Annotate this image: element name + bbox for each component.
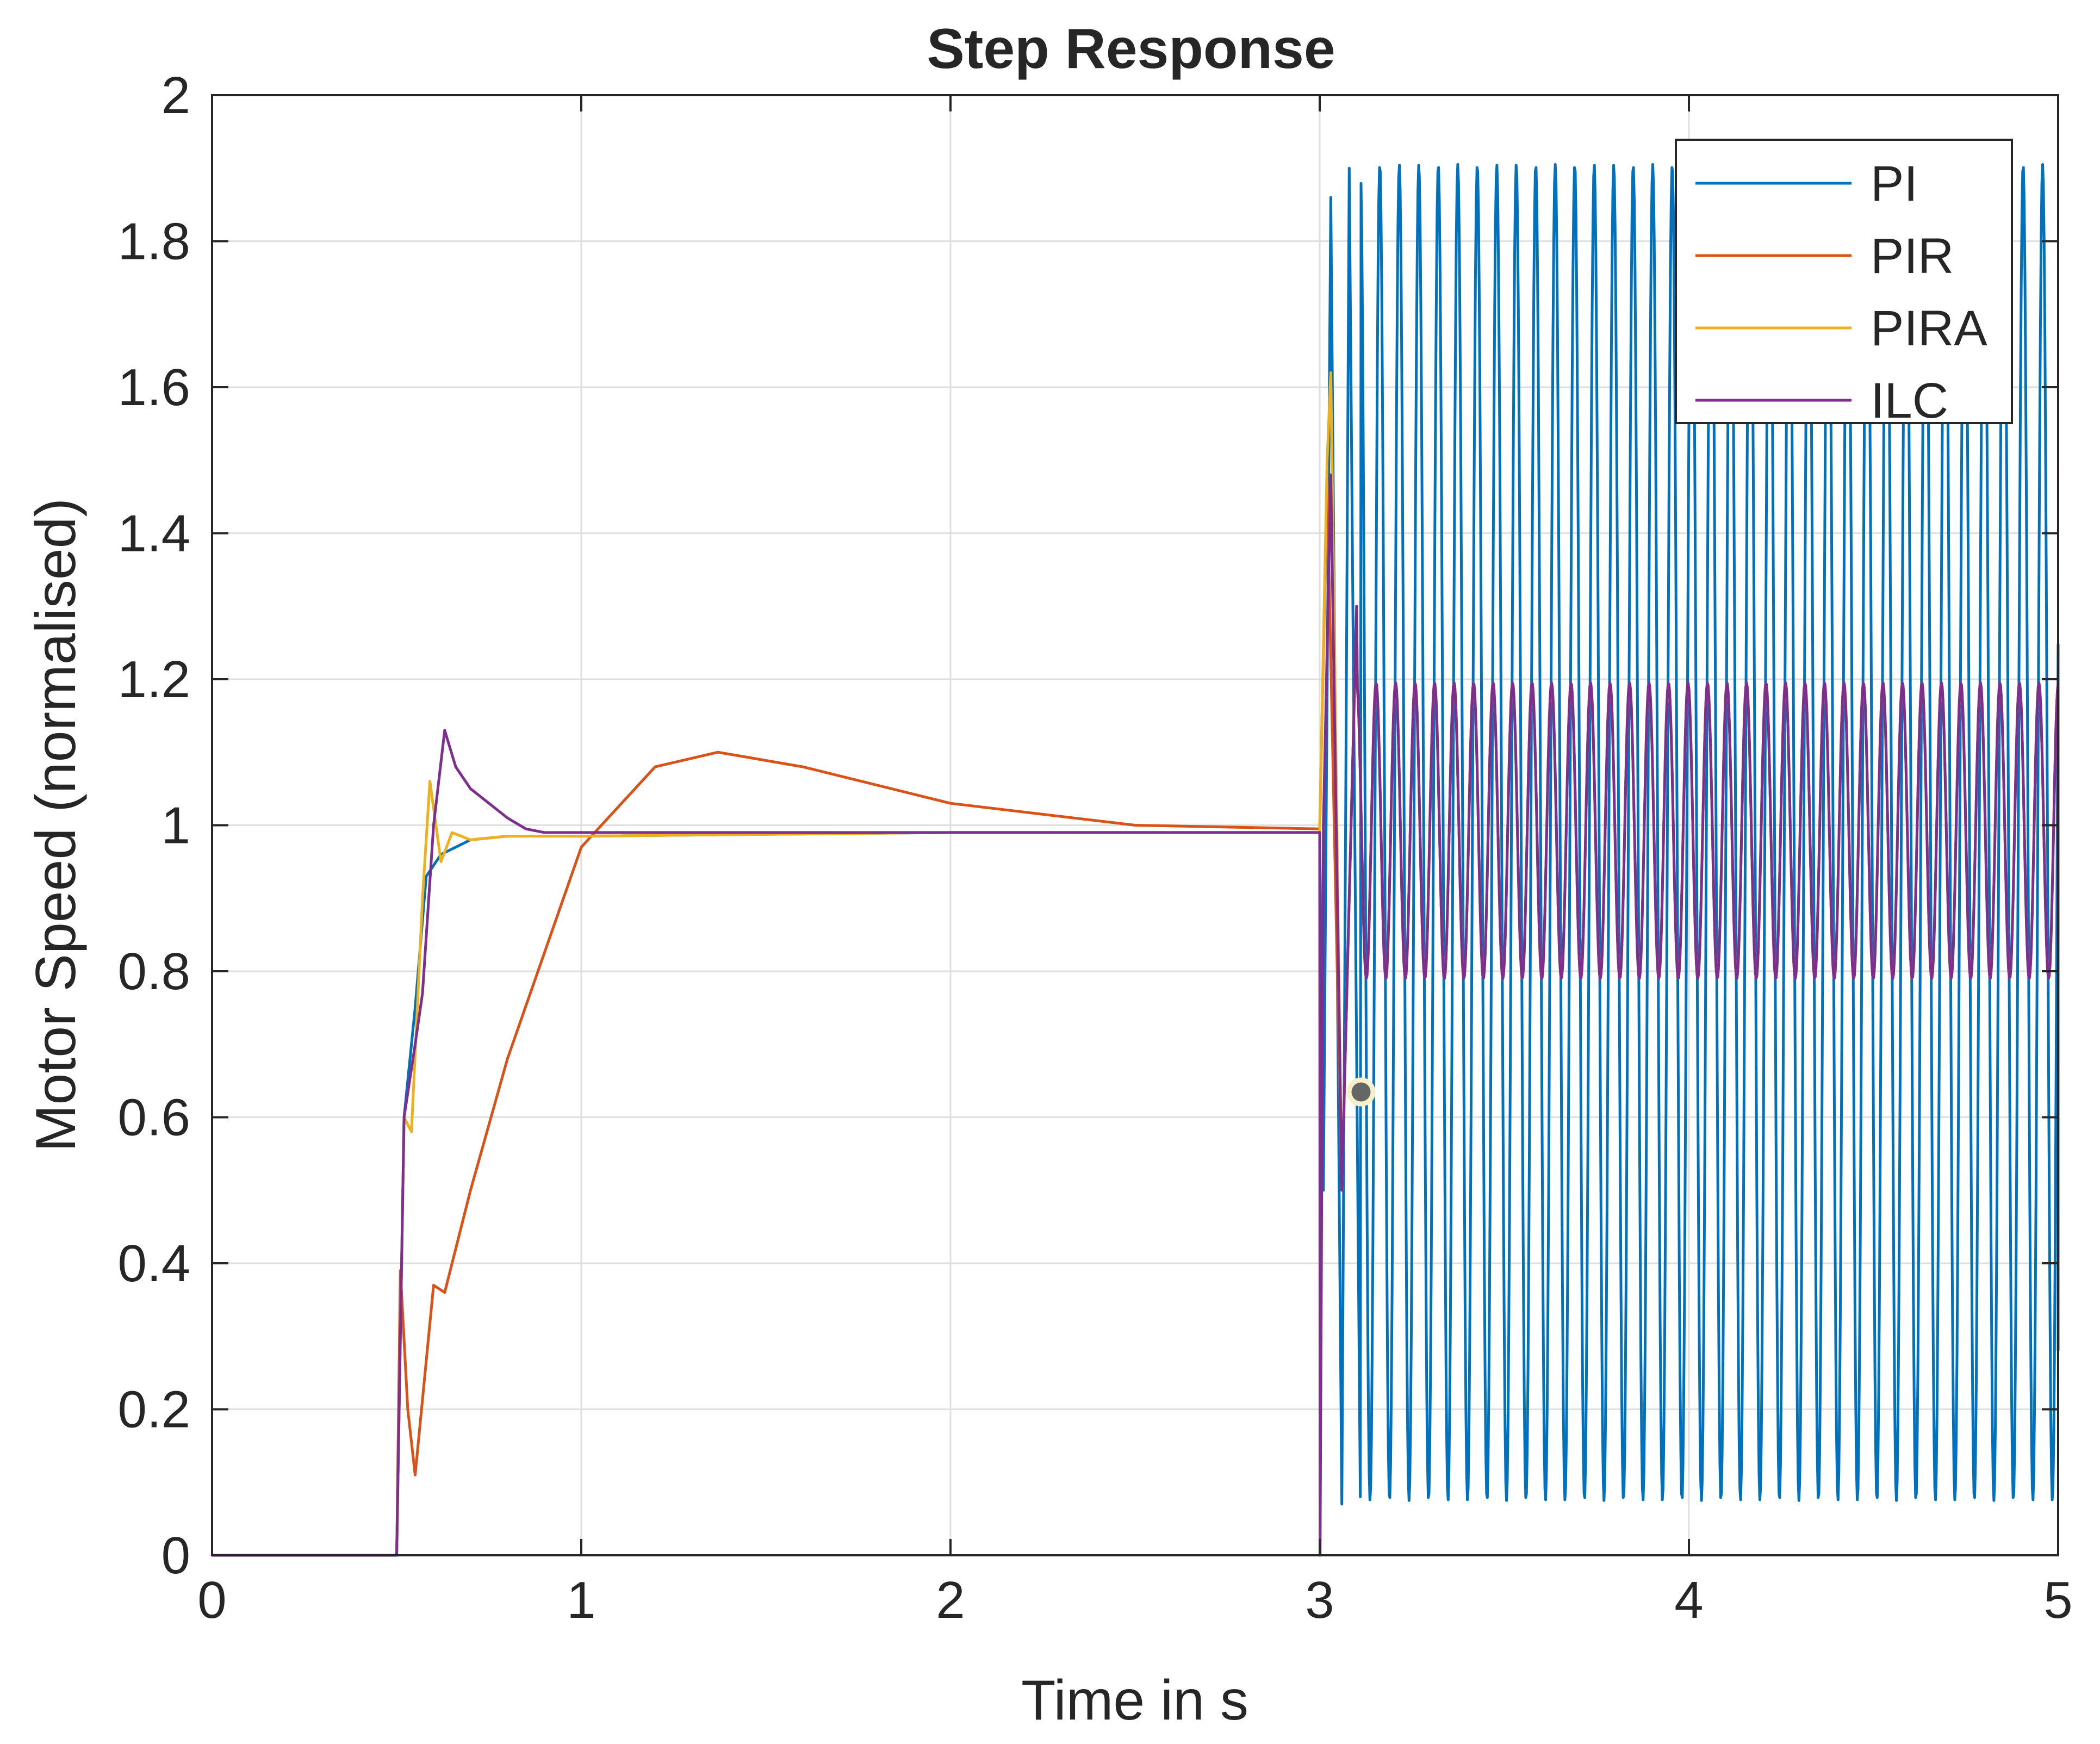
series-lines — [212, 163, 2060, 1557]
x-tick-label: 5 — [2043, 1571, 2072, 1629]
legend-box — [1675, 139, 2013, 424]
x-tick-label: 4 — [1674, 1571, 1703, 1629]
y-tick-label: 2 — [161, 66, 190, 125]
legend[interactable]: PI PIR PIRA ILC — [1675, 139, 2013, 429]
grid-lines — [212, 95, 2058, 1555]
series-line-pi — [212, 163, 2060, 1557]
y-tick-label: 0.6 — [118, 1089, 190, 1147]
y-axis-label: Motor Speed (normalised) — [24, 498, 88, 1152]
y-tick-label: 1 — [161, 797, 190, 855]
y-tick-label: 1.6 — [118, 358, 190, 417]
y-tick-label: 0.4 — [118, 1234, 190, 1293]
y-tick-label: 0 — [161, 1526, 190, 1585]
legend-label-pira: PIRA — [1871, 301, 1987, 356]
axis-ticks: 0 1 2 3 4 5 0 0.2 0.4 0.6 0.8 1 1.2 1.4 1.6 1.8 2 — [118, 66, 2073, 1629]
x-tick-label: 3 — [1305, 1571, 1334, 1629]
legend-label-pir: PIR — [1871, 228, 1954, 284]
chart-title: Step Response — [927, 17, 1335, 80]
x-tick-label: 2 — [936, 1571, 965, 1629]
x-tick-label: 1 — [567, 1571, 595, 1629]
y-tick-label: 0.8 — [118, 942, 190, 1001]
x-axis-label: Time in s — [1021, 1669, 1248, 1732]
data-marker[interactable] — [1346, 1077, 1376, 1107]
legend-label-ilc: ILC — [1871, 373, 1948, 429]
y-tick-label: 1.2 — [118, 650, 190, 709]
y-tick-label: 1.8 — [118, 213, 190, 271]
y-tick-label: 1.4 — [118, 505, 190, 563]
legend-label-pi: PI — [1871, 156, 1918, 212]
y-tick-label: 0.2 — [118, 1381, 190, 1439]
series-line-ilc — [212, 473, 2060, 1557]
x-tick-label: 0 — [197, 1571, 226, 1629]
